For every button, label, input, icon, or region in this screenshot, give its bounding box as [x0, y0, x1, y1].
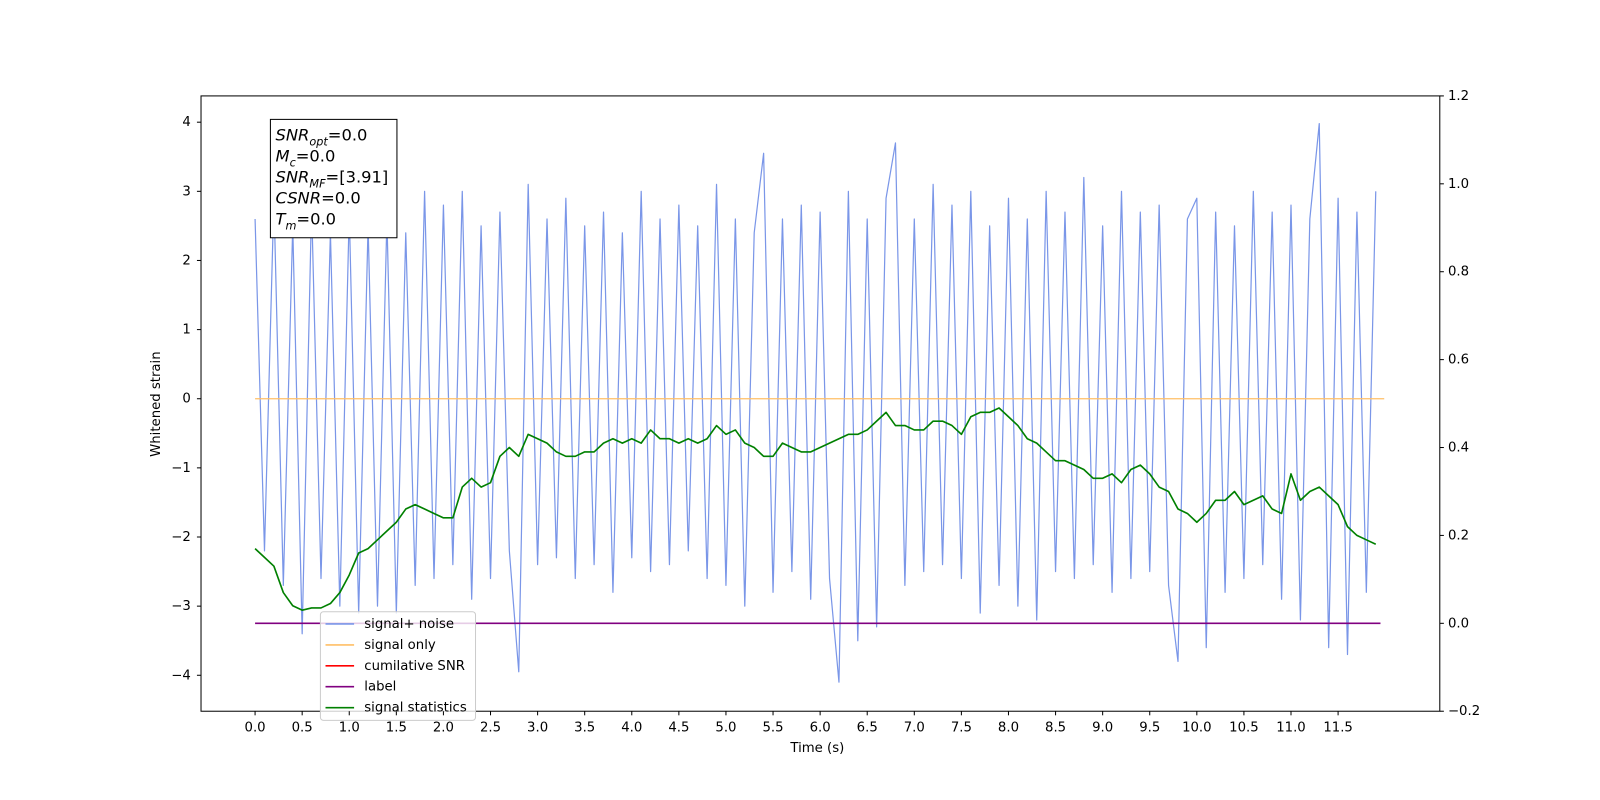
annotation-line: CSNR=0.0 — [276, 188, 361, 207]
y2-tick-label: 1.2 — [1448, 89, 1469, 104]
y2-tick-label: 0.0 — [1448, 616, 1469, 631]
x-tick-label: 11.5 — [1323, 721, 1353, 736]
y-tick-label: 2 — [182, 253, 190, 268]
legend-label: label — [364, 680, 396, 695]
x-tick-label: 4.5 — [668, 721, 689, 736]
x-tick-label: 7.5 — [951, 721, 972, 736]
y2-tick-label: 1.0 — [1448, 177, 1469, 192]
annotation-line: Mc=0.0 — [276, 146, 336, 169]
x-tick-label: 3.5 — [574, 721, 595, 736]
y-tick-label: −3 — [171, 599, 191, 614]
x-tick-label: 11.0 — [1276, 721, 1306, 736]
annotation-text: SNRopt=0.0Mc=0.0SNRMF=[3.91]CSNR=0.0Tm=0… — [276, 125, 389, 232]
x-tick-label: 6.5 — [857, 721, 878, 736]
annotation-symbol: M — [276, 146, 290, 165]
x-tick-label: 5.0 — [715, 721, 736, 736]
legend: signal+ noise signal only cumilative SNR la… — [319, 611, 477, 721]
x-tick-label: 9.5 — [1139, 721, 1160, 736]
y-tick-label: −4 — [171, 668, 191, 683]
annotation-value: =0.0 — [296, 146, 336, 165]
legend-box — [319, 611, 477, 721]
y2-tick-label: 0.6 — [1448, 353, 1469, 368]
annotation-value: =0.0 — [321, 188, 361, 207]
annotation-line: SNRopt=0.0 — [276, 125, 368, 148]
x-tick-label: 6.0 — [810, 721, 831, 736]
y-tick-label: 0 — [182, 392, 190, 407]
y-tick-label: 3 — [182, 184, 190, 199]
y-tick-label: 4 — [182, 115, 190, 130]
annotation-symbol: T — [276, 209, 288, 228]
annotation-subscript: opt — [309, 135, 328, 148]
y2-tick-label: 0.2 — [1448, 528, 1469, 543]
legend-label: signal statistics — [364, 701, 467, 716]
y2-tick-label: 0.4 — [1448, 441, 1469, 456]
annotation-subscript: MF — [309, 177, 326, 190]
x-tick-label: 2.0 — [433, 721, 454, 736]
x-tick-label: 8.0 — [998, 721, 1019, 736]
annotation-value: =[3.91] — [326, 167, 389, 186]
y-tick-label: −1 — [171, 461, 191, 476]
series-line — [254, 407, 1377, 611]
x-tick-label: 2.5 — [480, 721, 501, 736]
x-tick-label: 5.5 — [762, 721, 783, 736]
annotation-value: =0.0 — [328, 125, 368, 144]
annotation-subscript: c — [290, 156, 297, 169]
y2-tick-label: −0.2 — [1448, 704, 1480, 719]
annotation-subscript: m — [285, 219, 296, 232]
x-tick-label: 9.0 — [1092, 721, 1113, 736]
x-tick-label: 4.0 — [621, 721, 642, 736]
x-tick-label: 0.0 — [245, 721, 266, 736]
x-tick-label: 0.5 — [292, 721, 313, 736]
annotation-symbol: CSNR — [276, 188, 322, 207]
annotation-value: =0.0 — [296, 209, 336, 228]
annotation-box — [269, 118, 398, 239]
annotation-symbol: SNR — [276, 125, 310, 144]
y-axis-label: Whitened strain — [149, 351, 164, 456]
legend-label: signal+ noise — [364, 617, 454, 632]
x-axis-label: Time (s) — [789, 741, 844, 756]
y-tick-label: 1 — [182, 323, 190, 338]
x-tick-label: 1.0 — [339, 721, 360, 736]
x-tick-label: 7.0 — [904, 721, 925, 736]
x-tick-label: 8.5 — [1045, 721, 1066, 736]
x-tick-label: 10.0 — [1182, 721, 1212, 736]
legend-label: cumilative SNR — [364, 659, 465, 674]
annotation-line: SNRMF=[3.91] — [276, 167, 389, 190]
annotation-line: Tm=0.0 — [276, 209, 337, 232]
x-tick-label: 1.5 — [386, 721, 407, 736]
legend-label: signal only — [364, 638, 436, 653]
y-tick-label: −2 — [171, 530, 191, 545]
series-line — [254, 122, 1377, 683]
x-tick-label: 10.5 — [1229, 721, 1259, 736]
annotation-symbol: SNR — [276, 167, 310, 186]
x-tick-label: 3.0 — [527, 721, 548, 736]
y2-tick-label: 0.8 — [1448, 265, 1469, 280]
